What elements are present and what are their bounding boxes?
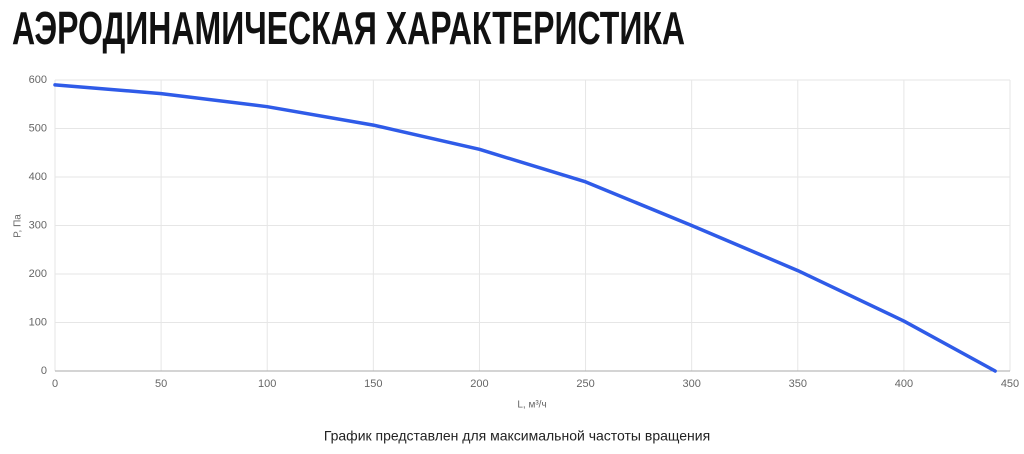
x-tick-label: 0	[52, 378, 58, 390]
y-axis-label: P, Па	[13, 214, 24, 238]
x-tick-label: 100	[258, 378, 276, 390]
x-tick-label: 450	[1001, 378, 1019, 390]
data-line	[53, 83, 997, 373]
y-tick-label: 200	[29, 268, 47, 280]
y-tick-label: 100	[29, 316, 47, 328]
x-tick-label: 300	[682, 378, 700, 390]
x-tick-label: 150	[364, 378, 382, 390]
x-tick-label: 250	[576, 378, 594, 390]
y-tick-label: 0	[41, 365, 47, 377]
y-tick-label: 400	[29, 171, 47, 183]
x-tick-label: 50	[155, 378, 167, 390]
chart-title: АЭРОДИНАМИЧЕСКАЯ ХАРАКТЕРИСТИКА	[12, 2, 685, 54]
chart-note: График представлен для максимальной част…	[324, 428, 710, 444]
y-tick-label: 600	[29, 74, 47, 86]
y-tick-label: 500	[29, 122, 47, 134]
x-tick-label: 350	[789, 378, 807, 390]
x-axis-label: L, м³/ч	[517, 400, 546, 411]
x-tick-label: 200	[470, 378, 488, 390]
x-tick-label: 400	[895, 378, 913, 390]
y-tick-label: 300	[29, 219, 47, 231]
